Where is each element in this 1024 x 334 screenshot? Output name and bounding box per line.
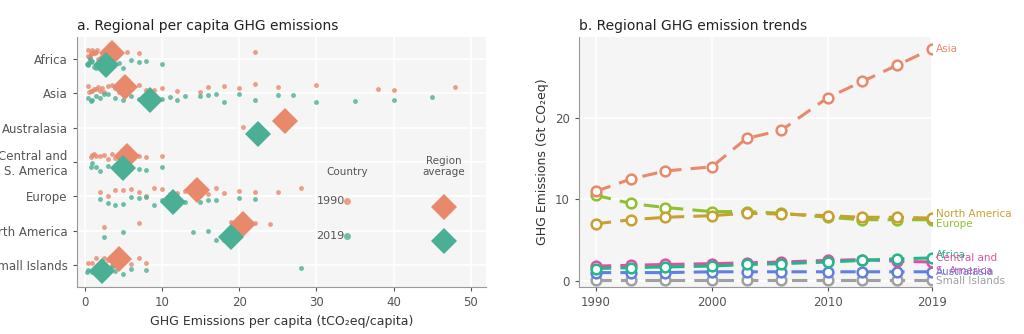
Text: a. Regional per capita GHG emissions: a. Regional per capita GHG emissions (77, 19, 338, 33)
Text: Central and
S. America: Central and S. America (936, 253, 997, 276)
Text: Asia: Asia (936, 44, 958, 54)
X-axis label: GHG Emissions per capita (tCO₂eq/capita): GHG Emissions per capita (tCO₂eq/capita) (150, 315, 414, 328)
Text: Region
average: Region average (423, 156, 465, 177)
Text: Australasia: Australasia (936, 267, 994, 277)
Text: North America: North America (936, 209, 1012, 219)
Text: 1990: 1990 (316, 196, 345, 206)
Text: Small Islands: Small Islands (936, 276, 1005, 286)
Text: Europe: Europe (936, 219, 973, 229)
Text: Country: Country (327, 167, 368, 177)
Y-axis label: GHG Emissions (Gt CO₂eq): GHG Emissions (Gt CO₂eq) (537, 79, 549, 245)
Text: Africa: Africa (936, 250, 966, 260)
Text: b. Regional GHG emission trends: b. Regional GHG emission trends (579, 19, 807, 33)
Text: 2019: 2019 (316, 231, 345, 241)
